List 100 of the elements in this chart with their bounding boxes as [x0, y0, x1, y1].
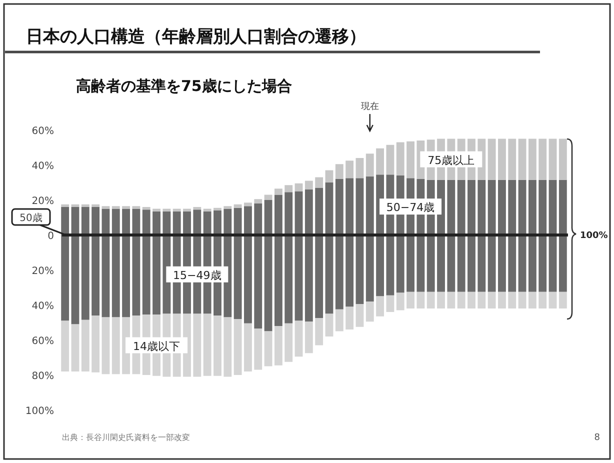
bar [152, 235, 160, 315]
bar [468, 292, 476, 308]
bar [366, 154, 374, 176]
bar [264, 235, 272, 332]
bar [376, 296, 384, 316]
y-tick-label: 60% [32, 126, 54, 137]
bar [518, 235, 526, 292]
bar [92, 204, 100, 207]
chart-title: 日本の人口構造（年齢層別人口割合の遷移） [26, 27, 366, 47]
bar [498, 235, 506, 292]
bar [244, 235, 252, 324]
bar [498, 180, 506, 235]
bar [264, 194, 272, 200]
bar [437, 292, 445, 308]
chart-subtitle: 高齢者の基準を75歳にした場合 [76, 77, 292, 95]
arrow-now: 現在 [360, 102, 379, 132]
bar [406, 235, 414, 292]
bar [244, 202, 252, 206]
bar [274, 194, 282, 235]
bar [284, 192, 293, 235]
bar [274, 235, 282, 326]
bar [92, 207, 100, 235]
bar [346, 178, 354, 235]
bar [335, 164, 344, 179]
bar [284, 235, 293, 324]
bar [71, 207, 80, 235]
bar [558, 180, 567, 235]
bar [81, 207, 90, 235]
bar [356, 304, 364, 327]
bar [315, 318, 324, 346]
bar [132, 206, 140, 209]
bar [294, 320, 303, 357]
bar [214, 316, 222, 376]
series-label: 75歳以上 [428, 154, 475, 167]
bar [528, 235, 536, 292]
bar [538, 138, 547, 180]
bar [346, 160, 354, 178]
y-tick-label: 20% [32, 266, 54, 277]
bar [508, 235, 516, 292]
bar [71, 235, 80, 324]
bar [437, 235, 445, 292]
bar [335, 179, 344, 235]
bar [315, 235, 324, 318]
bar [304, 235, 313, 322]
bar [112, 206, 120, 209]
bar [548, 292, 557, 308]
bar [558, 138, 567, 180]
bar [244, 323, 252, 372]
bar [162, 208, 171, 212]
bar [548, 235, 557, 292]
bar [152, 208, 160, 212]
bar [468, 235, 476, 292]
bar [457, 235, 466, 292]
bar [356, 235, 364, 304]
bar [346, 235, 354, 307]
bar [416, 292, 425, 308]
bar [183, 211, 191, 235]
bar [528, 292, 536, 308]
bar [468, 180, 476, 235]
bar [366, 176, 374, 235]
bar [234, 235, 242, 319]
bar [81, 204, 90, 207]
bar [356, 158, 364, 178]
bar [325, 170, 334, 182]
bar [426, 292, 435, 308]
bar [71, 324, 80, 372]
bar [447, 180, 456, 235]
bar [366, 302, 374, 322]
bar [498, 292, 506, 308]
bar [396, 235, 404, 293]
bar [508, 180, 516, 235]
bar [142, 235, 150, 315]
series-label: 50−74歳 [386, 201, 435, 214]
bar [457, 180, 466, 235]
bar [416, 235, 425, 292]
bar [142, 210, 150, 235]
bar [304, 190, 313, 235]
bar [61, 204, 70, 207]
bar [234, 204, 242, 208]
bar [284, 323, 293, 362]
y-tick-label: 40% [32, 161, 54, 172]
bar [203, 211, 212, 235]
bar [193, 207, 202, 210]
bar [102, 317, 110, 374]
bar [386, 295, 394, 312]
bar [558, 292, 567, 308]
bar [132, 235, 140, 316]
bar [224, 208, 232, 235]
bar [162, 211, 171, 235]
bar [488, 180, 496, 235]
bar [478, 292, 486, 308]
bar [254, 328, 262, 370]
bar [548, 180, 557, 235]
text: 8 [594, 433, 600, 443]
bar [508, 292, 516, 308]
bar [538, 235, 547, 292]
bar [386, 235, 394, 296]
bar [508, 138, 516, 180]
bar [406, 292, 414, 308]
bar [284, 185, 293, 192]
